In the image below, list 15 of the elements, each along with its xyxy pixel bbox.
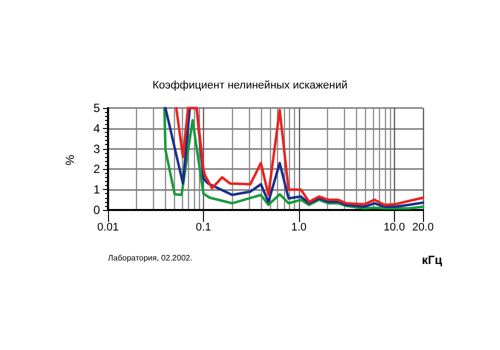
text: Лаборатория, 02.2002. xyxy=(108,254,192,262)
y-tick-label: 0 xyxy=(93,203,100,217)
x-axis-title: кГц xyxy=(422,253,443,267)
y-tick-label: 2 xyxy=(93,162,100,176)
y-tick-label: 1 xyxy=(93,182,100,197)
y-tick-label: 5 xyxy=(93,101,100,115)
x-tick-label: 0.1 xyxy=(196,222,212,234)
x-tick-label: 10.0 xyxy=(384,222,405,234)
x-tick-label: 1.0 xyxy=(291,222,306,234)
y-tick-label: 3 xyxy=(93,142,100,156)
x-tick-label: 20.0 xyxy=(412,222,434,234)
x-tick-label: 0.01 xyxy=(97,222,119,234)
y-axis-title: % xyxy=(63,154,77,166)
chart-title: Коэффициент нелинейных искажений xyxy=(152,80,348,92)
y-tick-label: 4 xyxy=(93,121,100,136)
